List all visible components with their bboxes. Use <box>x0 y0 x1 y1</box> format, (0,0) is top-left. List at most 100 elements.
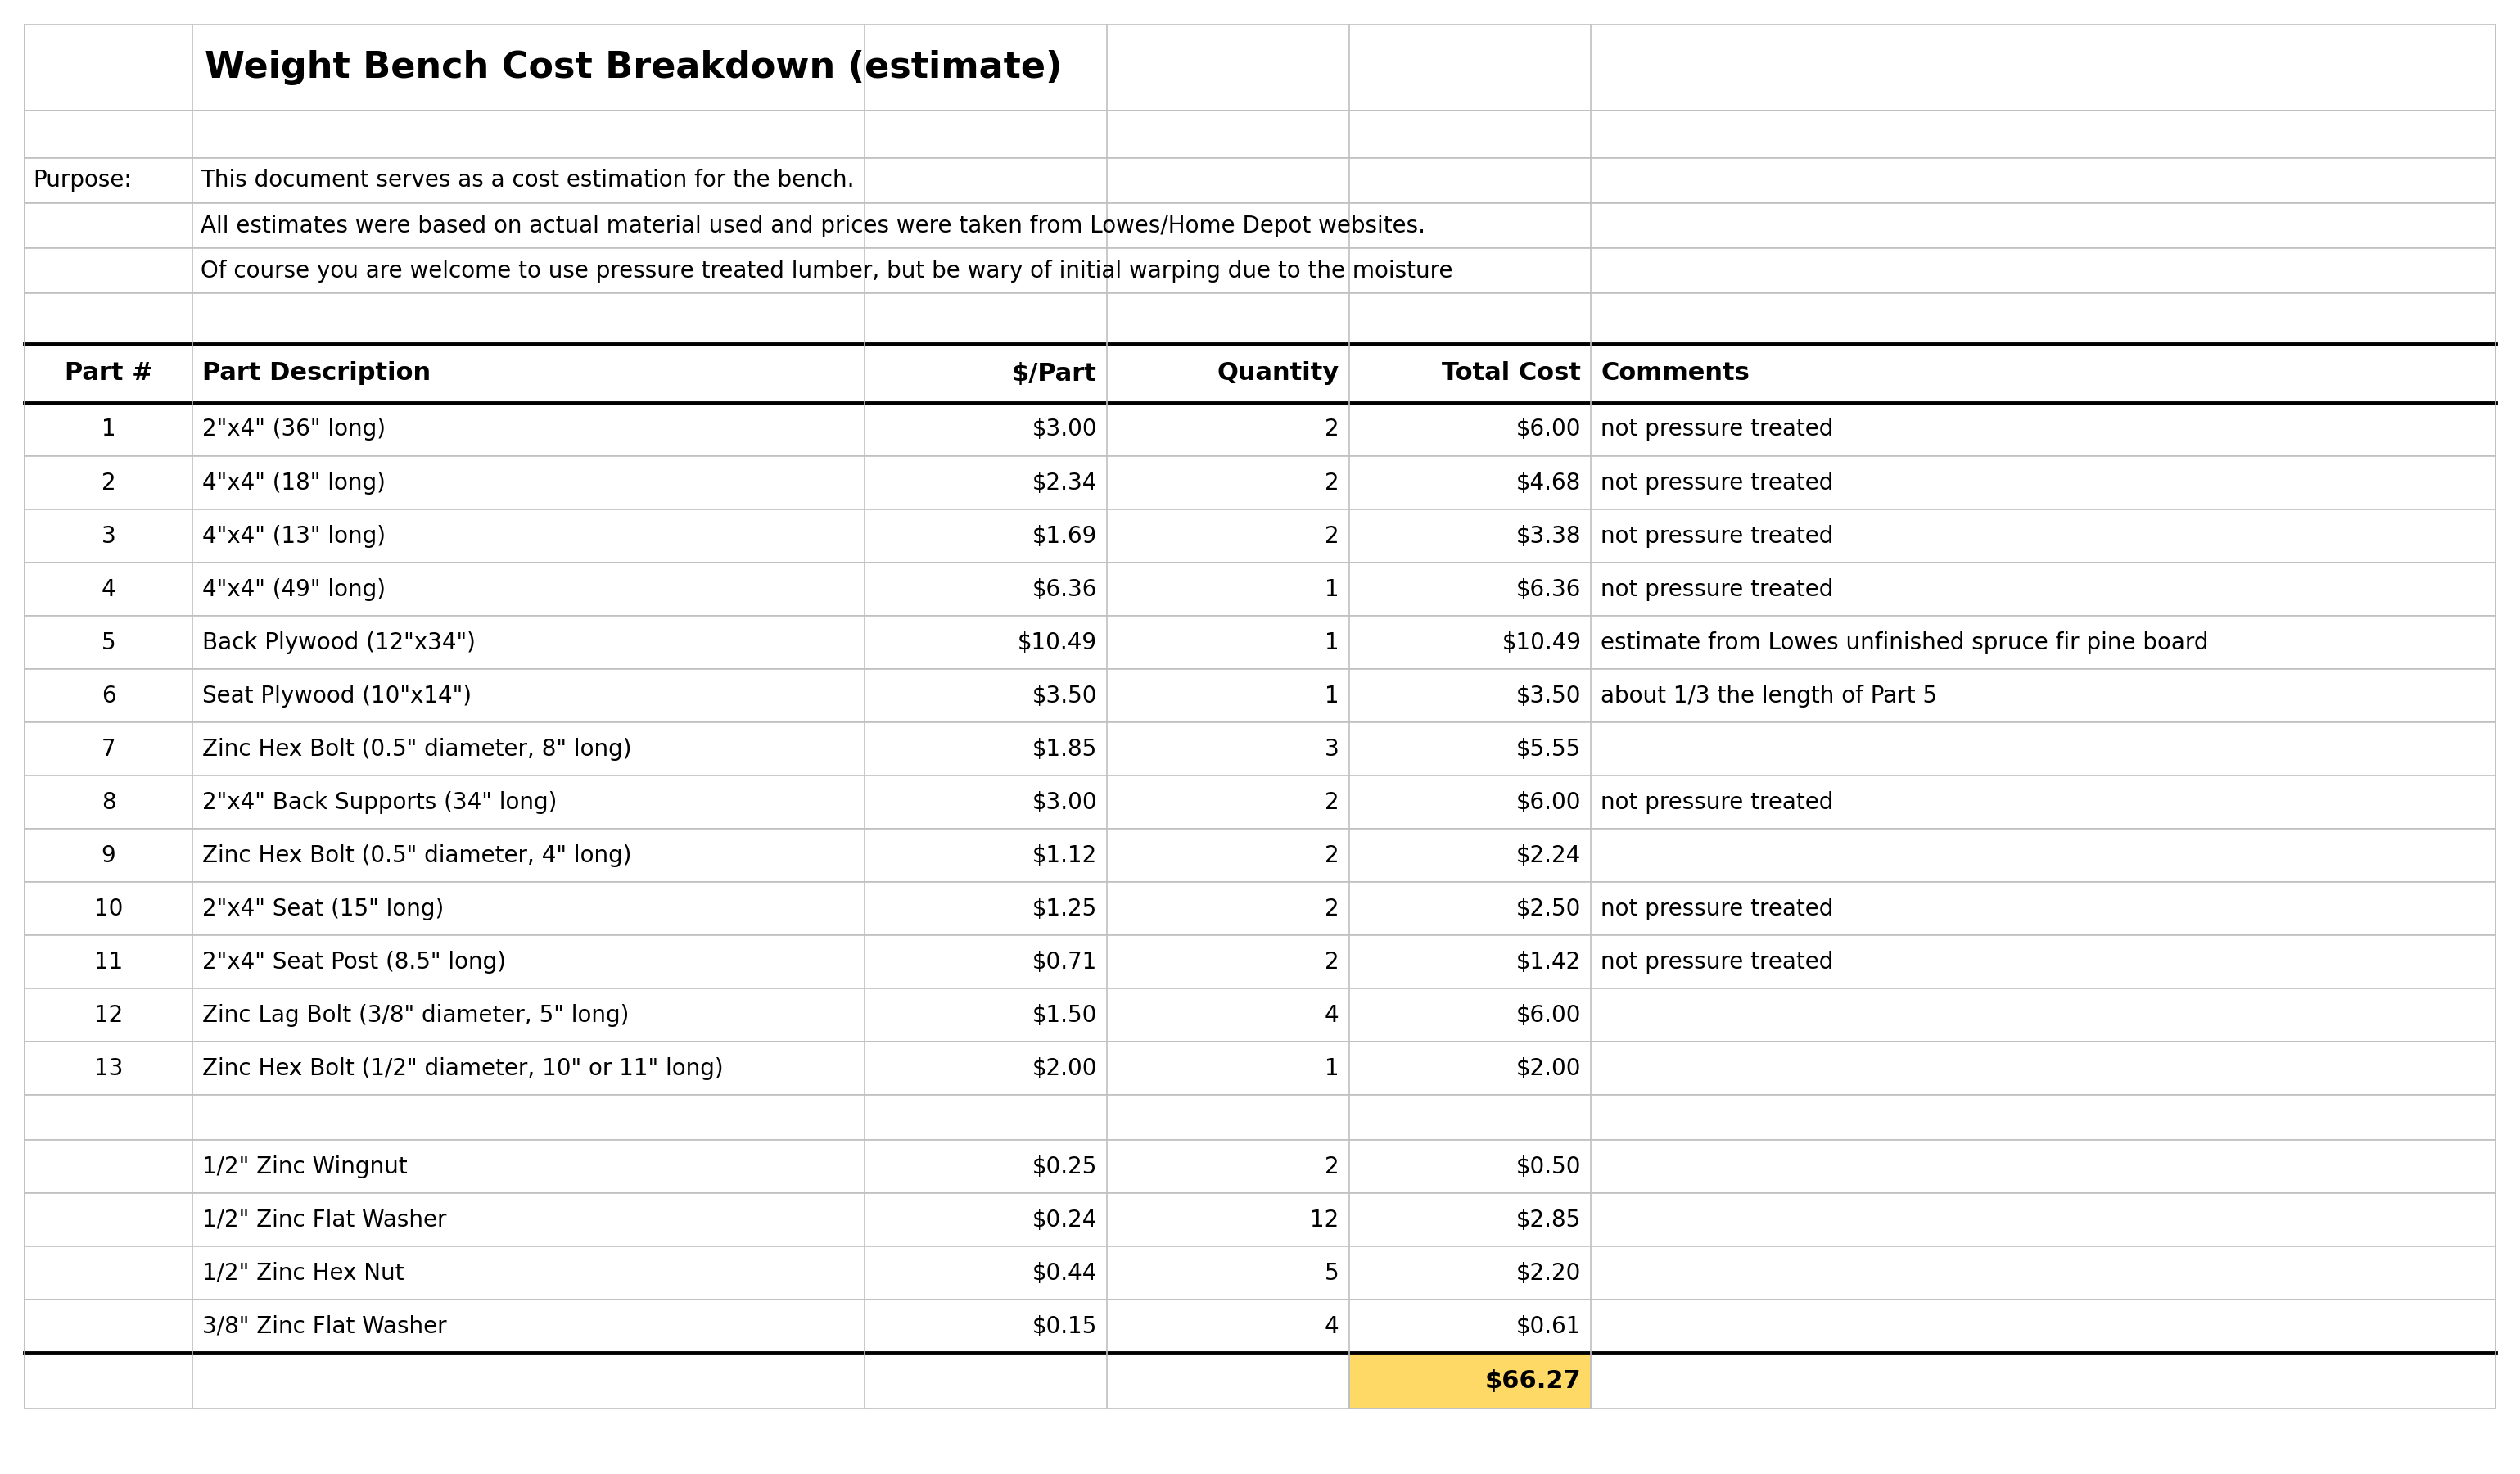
Bar <box>25 1300 2495 1353</box>
Text: Purpose:: Purpose: <box>33 170 131 192</box>
Text: 4"x4" (49" long): 4"x4" (49" long) <box>202 578 386 601</box>
Text: $0.15: $0.15 <box>1033 1315 1096 1338</box>
Bar <box>25 775 2495 828</box>
Text: not pressure treated: not pressure treated <box>1600 419 1835 441</box>
Text: 9: 9 <box>101 845 116 867</box>
Text: 2: 2 <box>1326 525 1338 547</box>
Text: 4"x4" (13" long): 4"x4" (13" long) <box>202 525 386 547</box>
Text: $1.42: $1.42 <box>1517 951 1580 973</box>
Text: $2.34: $2.34 <box>1033 472 1096 494</box>
Text: Zinc Lag Bolt (3/8" diameter, 5" long): Zinc Lag Bolt (3/8" diameter, 5" long) <box>202 1004 630 1026</box>
Text: $3.00: $3.00 <box>1031 419 1096 441</box>
Text: 3/8" Zinc Flat Washer: 3/8" Zinc Flat Washer <box>202 1315 446 1338</box>
Text: $66.27: $66.27 <box>1484 1369 1580 1393</box>
Text: 5: 5 <box>101 631 116 654</box>
Text: 2: 2 <box>101 472 116 494</box>
Text: 2: 2 <box>1326 845 1338 867</box>
Text: 4: 4 <box>1326 1004 1338 1026</box>
Text: Weight Bench Cost Breakdown (estimate): Weight Bench Cost Breakdown (estimate) <box>204 50 1063 85</box>
Text: $2.00: $2.00 <box>1031 1057 1096 1080</box>
Text: $10.49: $10.49 <box>1018 631 1096 654</box>
Text: 4: 4 <box>101 578 116 601</box>
Text: Seat Plywood (10"x14"): Seat Plywood (10"x14") <box>202 684 471 708</box>
Text: 1: 1 <box>1326 631 1338 654</box>
Text: 8: 8 <box>101 790 116 814</box>
Bar <box>1348 1353 1590 1409</box>
Text: $0.24: $0.24 <box>1033 1209 1096 1231</box>
Text: 6: 6 <box>101 684 116 708</box>
Text: 2: 2 <box>1326 1156 1338 1178</box>
Text: 2: 2 <box>1326 790 1338 814</box>
Text: 3: 3 <box>1326 737 1338 761</box>
Bar <box>25 881 2495 935</box>
Text: Part #: Part # <box>66 361 154 385</box>
Bar <box>25 25 2495 111</box>
Text: $1.12: $1.12 <box>1033 845 1096 867</box>
Text: not pressure treated: not pressure treated <box>1600 578 1835 601</box>
Text: Comments: Comments <box>1600 361 1749 385</box>
Text: $1.69: $1.69 <box>1033 525 1096 547</box>
Bar <box>25 1247 2495 1300</box>
Text: 4"x4" (18" long): 4"x4" (18" long) <box>202 472 386 494</box>
Bar <box>25 1095 2495 1139</box>
Text: This document serves as a cost estimation for the bench.: This document serves as a cost estimatio… <box>202 170 854 192</box>
Text: 1: 1 <box>1326 684 1338 708</box>
Text: $2.50: $2.50 <box>1517 898 1580 920</box>
Text: 2"x4" Seat (15" long): 2"x4" Seat (15" long) <box>202 898 444 920</box>
Text: 1: 1 <box>1326 1057 1338 1080</box>
Text: $6.36: $6.36 <box>1033 578 1096 601</box>
Text: $/Part: $/Part <box>1013 361 1096 385</box>
Text: 3: 3 <box>101 525 116 547</box>
Text: 1/2" Zinc Flat Washer: 1/2" Zinc Flat Washer <box>202 1209 446 1231</box>
Text: $3.00: $3.00 <box>1031 790 1096 814</box>
Bar <box>25 248 2495 293</box>
Text: $3.38: $3.38 <box>1517 525 1580 547</box>
Text: $0.50: $0.50 <box>1517 1156 1580 1178</box>
Text: 13: 13 <box>93 1057 123 1080</box>
Text: 1: 1 <box>1326 578 1338 601</box>
Text: $6.36: $6.36 <box>1517 578 1580 601</box>
Text: Zinc Hex Bolt (1/2" diameter, 10" or 11" long): Zinc Hex Bolt (1/2" diameter, 10" or 11"… <box>202 1057 723 1080</box>
Text: 12: 12 <box>1310 1209 1338 1231</box>
Text: 2"x4" (36" long): 2"x4" (36" long) <box>202 419 386 441</box>
Bar <box>25 455 2495 510</box>
Bar <box>25 293 2495 343</box>
Text: 2"x4" Seat Post (8.5" long): 2"x4" Seat Post (8.5" long) <box>202 951 507 973</box>
Text: $2.24: $2.24 <box>1517 845 1580 867</box>
Text: Zinc Hex Bolt (0.5" diameter, 8" long): Zinc Hex Bolt (0.5" diameter, 8" long) <box>202 737 633 761</box>
Text: 2: 2 <box>1326 951 1338 973</box>
Bar <box>25 828 2495 881</box>
Bar <box>25 563 2495 616</box>
Text: not pressure treated: not pressure treated <box>1600 898 1835 920</box>
Text: $2.00: $2.00 <box>1517 1057 1580 1080</box>
Bar <box>25 1042 2495 1095</box>
Text: $3.50: $3.50 <box>1031 684 1096 708</box>
Text: $10.49: $10.49 <box>1502 631 1580 654</box>
Bar <box>25 616 2495 669</box>
Bar <box>25 203 2495 248</box>
Text: 11: 11 <box>93 951 123 973</box>
Text: 2"x4" Back Supports (34" long): 2"x4" Back Supports (34" long) <box>202 790 557 814</box>
Text: 1: 1 <box>101 419 116 441</box>
Text: not pressure treated: not pressure treated <box>1600 525 1835 547</box>
Bar <box>25 111 2495 158</box>
Text: 7: 7 <box>101 737 116 761</box>
Bar <box>25 1139 2495 1192</box>
Bar <box>25 935 2495 989</box>
Text: Of course you are welcome to use pressure treated lumber, but be wary of initial: Of course you are welcome to use pressur… <box>202 259 1454 282</box>
Bar <box>25 1353 2495 1409</box>
Bar <box>25 669 2495 722</box>
Text: $3.50: $3.50 <box>1517 684 1580 708</box>
Text: $1.50: $1.50 <box>1033 1004 1096 1026</box>
Text: $1.85: $1.85 <box>1033 737 1096 761</box>
Text: about 1/3 the length of Part 5: about 1/3 the length of Part 5 <box>1600 684 1938 708</box>
Text: $0.61: $0.61 <box>1517 1315 1580 1338</box>
Text: $6.00: $6.00 <box>1517 790 1580 814</box>
Text: $1.25: $1.25 <box>1033 898 1096 920</box>
Text: $4.68: $4.68 <box>1517 472 1580 494</box>
Text: Quantity: Quantity <box>1217 361 1338 385</box>
Text: 2: 2 <box>1326 898 1338 920</box>
Bar <box>25 989 2495 1042</box>
Text: $0.71: $0.71 <box>1033 951 1096 973</box>
Text: Back Plywood (12"x34"): Back Plywood (12"x34") <box>202 631 476 654</box>
